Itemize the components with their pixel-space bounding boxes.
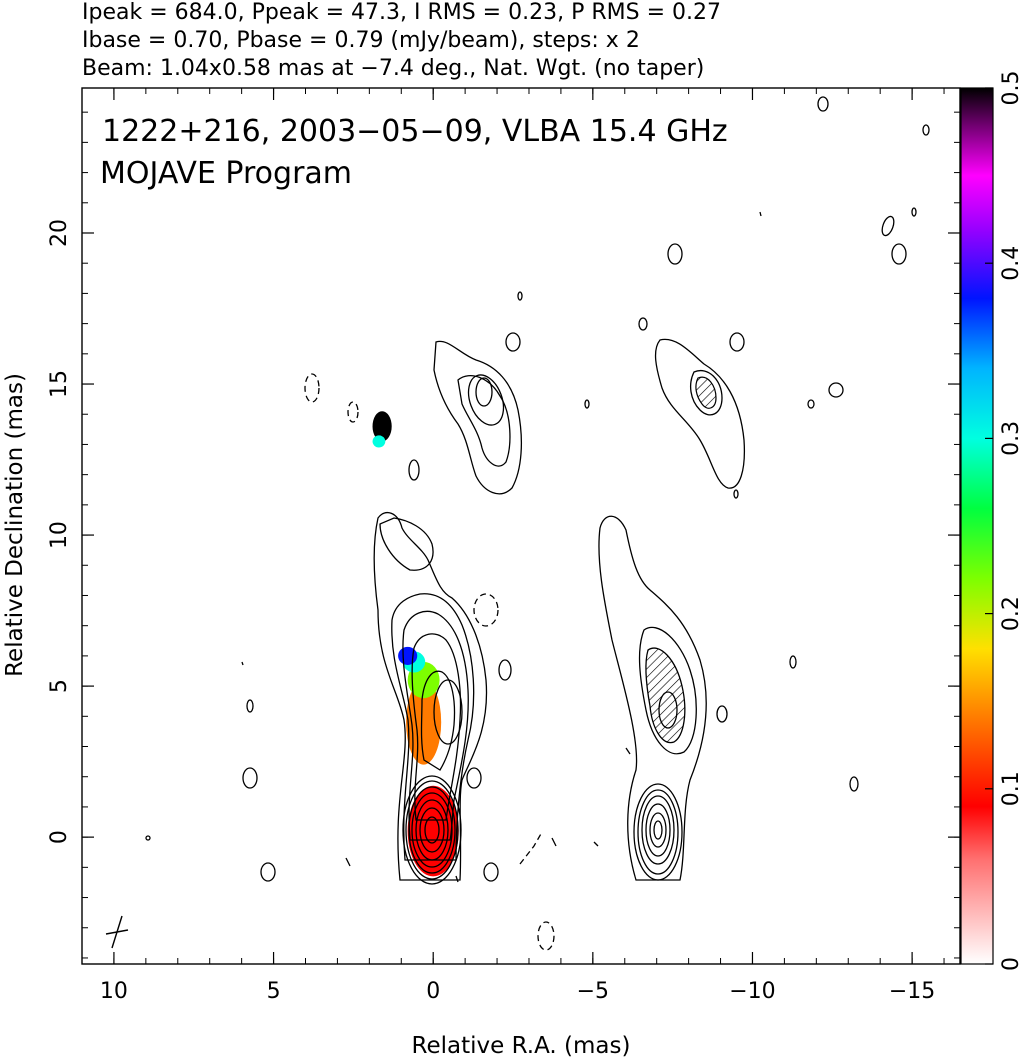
polarized-intensity-contours xyxy=(598,338,746,881)
colorbar-tick-label: 0 xyxy=(999,957,1021,971)
x-tick-label: −5 xyxy=(577,979,609,1004)
header-beam-line: Beam: 1.04x0.58 mas at −7.4 deg., Nat. W… xyxy=(82,56,704,81)
fracpol-blob xyxy=(372,435,386,448)
program-label: MOJAVE Program xyxy=(100,156,352,191)
y-tick-label: 10 xyxy=(47,521,72,549)
contour-layer xyxy=(105,96,930,951)
y-tick-label: 20 xyxy=(47,219,72,247)
fracpol-blob xyxy=(372,411,392,442)
x-tick-label: 0 xyxy=(426,979,440,1004)
colorbar-tick-label: 0.5 xyxy=(999,71,1021,106)
x-tick-label: −10 xyxy=(729,979,775,1004)
x-tick-label: −15 xyxy=(889,979,935,1004)
x-tick-label: 10 xyxy=(100,979,128,1004)
plot-frame xyxy=(81,87,961,965)
fracpol-blob xyxy=(406,680,442,765)
noise-contours xyxy=(145,96,930,951)
colorbar xyxy=(960,87,994,965)
y-axis-label: Relative Declination (mas) xyxy=(2,373,28,677)
y-tick-label: 15 xyxy=(47,370,72,398)
beam-symbol xyxy=(105,915,129,949)
y-tick-label: 5 xyxy=(47,679,72,693)
colorbar-tick-label: 0.3 xyxy=(999,421,1021,456)
x-axis-ticks: 10 5 0 −5 −10 −15 xyxy=(81,88,945,1004)
header-base-line: Ibase = 0.70, Pbase = 0.79 (mJy/beam), s… xyxy=(82,28,640,53)
colorbar-tick-label: 0.1 xyxy=(999,771,1021,806)
jet-contours xyxy=(373,511,488,881)
colorbar-tick-label: 0.4 xyxy=(999,246,1021,281)
y-axis-ticks: 0 5 10 15 20 xyxy=(47,111,960,959)
colorbar-ticks: 0 0.1 0.2 0.3 0.4 0.5 xyxy=(985,71,1021,971)
y-tick-label: 0 xyxy=(47,830,72,844)
colorbar-tick-label: 0.2 xyxy=(999,596,1021,631)
upper-component-contours xyxy=(433,340,523,495)
x-tick-label: 5 xyxy=(267,979,281,1004)
header-peak-line: Ipeak = 684.0, Ppeak = 47.3, I RMS = 0.2… xyxy=(82,0,721,25)
x-axis-label: Relative R.A. (mas) xyxy=(412,1033,631,1059)
source-title: 1222+216, 2003−05−09, VLBA 15.4 GHz xyxy=(102,114,728,149)
